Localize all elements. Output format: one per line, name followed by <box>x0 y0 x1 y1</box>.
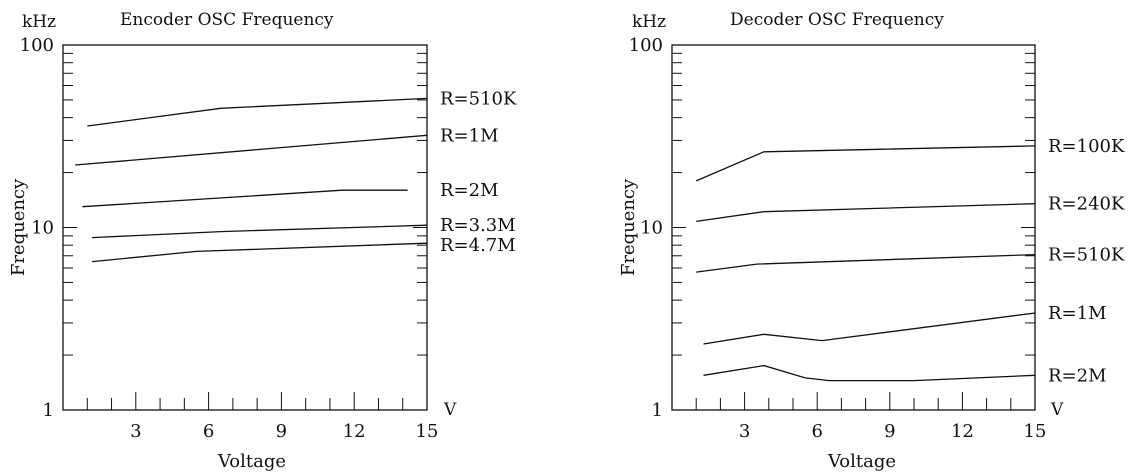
series-label: R=240K <box>1048 194 1125 215</box>
series-line-r-4-7m <box>92 242 428 263</box>
series-label: R=2M <box>1048 365 1107 386</box>
y-tick-label: 100 <box>629 35 663 56</box>
series-label: R=3.3M <box>440 215 516 236</box>
x-unit-label: V <box>1050 400 1064 420</box>
series-label: R=1M <box>440 125 499 146</box>
series-label: R=510K <box>1048 245 1125 266</box>
series-label: R=4.7M <box>440 235 516 256</box>
x-tick-label: 9 <box>884 421 895 442</box>
encoder-chart: kHz Encoder OSC Frequency Frequency Volt… <box>8 10 517 472</box>
y-axis-label: Frequency <box>618 178 639 276</box>
x-unit-label: V <box>443 400 457 420</box>
x-tick-label: 12 <box>951 421 974 442</box>
series-line-r-2m <box>703 364 1036 382</box>
series-line-r-100k <box>695 145 1036 182</box>
chart-title: Encoder OSC Frequency <box>120 10 334 30</box>
x-tick-label: 9 <box>276 421 287 442</box>
series-line-r-1m <box>703 312 1036 345</box>
y-unit-label: kHz <box>22 12 56 32</box>
y-tick-label: 100 <box>20 35 54 56</box>
plot-frame <box>671 44 1036 411</box>
x-axis-label: Voltage <box>827 451 896 472</box>
series-label: R=100K <box>1048 136 1125 157</box>
x-axis-label: Voltage <box>217 451 286 472</box>
y-tick-label: 10 <box>640 218 663 239</box>
series-label: R=510K <box>440 88 517 109</box>
y-tick-label: 1 <box>43 400 54 421</box>
chart-title: Decoder OSC Frequency <box>730 10 944 30</box>
series-line-r-1m <box>75 134 428 166</box>
series-label: R=2M <box>440 180 499 201</box>
series-line-r-3-3m <box>92 224 428 239</box>
x-tick-label: 12 <box>343 421 366 442</box>
x-tick-label: 15 <box>1024 421 1047 442</box>
series-line-r-510k <box>696 253 1036 273</box>
y-tick-label: 10 <box>31 218 54 239</box>
x-tick-label: 3 <box>130 421 141 442</box>
x-tick-label: 6 <box>811 421 822 442</box>
x-tick-label: 15 <box>416 421 439 442</box>
x-tick-label: 3 <box>739 421 750 442</box>
series-line-r-2m <box>82 189 408 208</box>
series-label: R=1M <box>1048 303 1107 324</box>
x-tick-label: 6 <box>203 421 214 442</box>
y-axis-label: Frequency <box>8 178 29 276</box>
series-line-r-510k <box>87 97 428 127</box>
y-unit-label: kHz <box>632 12 666 32</box>
decoder-chart: kHz Decoder OSC Frequency Frequency Volt… <box>618 10 1125 472</box>
y-tick-label: 1 <box>652 400 663 421</box>
series-line-r-240k <box>696 203 1036 223</box>
